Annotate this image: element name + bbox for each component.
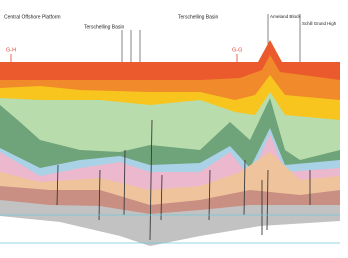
region-label: Terschelling Basin <box>84 24 125 30</box>
cross-section: Central Offshore Platform Terschelling B… <box>0 0 348 258</box>
region-label: Ameland Block <box>270 14 301 19</box>
page: {"header": {"regions": ["Central Offshor… <box>0 0 348 258</box>
region-label: Central Offshore Platform <box>4 14 61 20</box>
region-label: Terschelling Basin <box>178 14 219 20</box>
well-marker: G-G <box>232 47 242 53</box>
well-marker: G-H <box>6 47 16 53</box>
strata <box>0 0 348 258</box>
region-label: Schill Grund High <box>302 21 337 26</box>
